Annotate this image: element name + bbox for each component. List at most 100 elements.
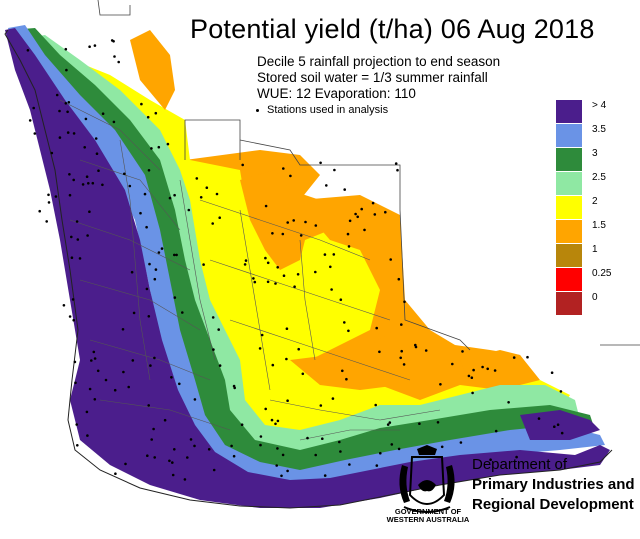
station-dot (402, 363, 406, 366)
station-dot (168, 459, 171, 463)
station-dot (271, 363, 275, 367)
station-dot (375, 464, 379, 467)
station-dot (202, 263, 205, 266)
station-dot (280, 474, 283, 478)
station-dot (104, 378, 108, 382)
station-dot (378, 350, 381, 354)
station-dot (507, 401, 510, 404)
station-dot (85, 410, 89, 414)
station-dot (66, 110, 69, 114)
station-dot (314, 270, 317, 274)
station-dot (400, 349, 404, 353)
legend-swatch-3 (556, 148, 582, 172)
station-dot (154, 111, 158, 115)
station-dot (171, 473, 175, 477)
station-dot (75, 220, 79, 223)
station-dot (150, 438, 153, 441)
station-dot (131, 359, 135, 362)
station-dot (274, 282, 277, 285)
station-dot (112, 120, 116, 124)
station-dot (217, 328, 220, 331)
station-dot (253, 280, 257, 284)
station-dot (146, 454, 149, 458)
station-dot (400, 323, 403, 326)
station-dot (173, 193, 176, 197)
station-dot (556, 423, 560, 427)
station-dot (68, 315, 72, 318)
station-dot (132, 311, 136, 315)
station-dot (354, 212, 357, 216)
station-dot (33, 132, 37, 135)
station-dot (153, 356, 156, 360)
station-dot (68, 193, 72, 197)
station-dot (160, 247, 164, 250)
station-dot (321, 437, 324, 441)
station-dot (264, 407, 268, 411)
station-dot (86, 234, 89, 237)
station-dot (388, 421, 392, 424)
station-dot (343, 188, 347, 191)
station-dot (232, 384, 236, 388)
station-dot (92, 350, 96, 354)
station-dot (45, 220, 48, 223)
station-dot (147, 315, 151, 318)
government-label: GOVERNMENT OF WESTERN AUSTRALIA (386, 507, 470, 524)
station-dot (560, 431, 564, 435)
station-dot (96, 369, 100, 373)
station-dot (296, 273, 300, 276)
station-dot (360, 207, 364, 211)
station-dot (65, 68, 68, 72)
station-dot (276, 266, 280, 269)
station-dot (481, 365, 484, 369)
station-dot (91, 181, 95, 185)
station-dot (286, 221, 290, 224)
station-dot (64, 102, 68, 105)
station-dot (373, 213, 377, 216)
station-dot (88, 210, 91, 213)
station-dot (127, 385, 130, 389)
station-dot (101, 112, 105, 115)
station-dot (218, 364, 222, 367)
station-dot (489, 458, 492, 462)
station-dot (54, 195, 58, 198)
department-line-2: Primary Industries and (472, 476, 635, 493)
station-dot (168, 196, 172, 200)
station-dot (86, 434, 89, 437)
station-dot (175, 253, 178, 257)
station-dot (297, 347, 301, 351)
station-dot (386, 423, 390, 426)
station-dot (346, 232, 350, 236)
station-dot (150, 147, 153, 150)
station-dot (339, 450, 342, 453)
station-dot (181, 311, 184, 314)
station-dot (143, 192, 147, 196)
station-dot (384, 210, 387, 214)
station-dot (78, 257, 82, 260)
station-dot (55, 93, 59, 97)
station-dot (424, 349, 428, 352)
station-dot (72, 318, 75, 322)
station-dot (68, 173, 71, 176)
station-dot (314, 453, 318, 457)
station-dot (304, 220, 307, 224)
station-dot (471, 391, 474, 395)
station-dot (101, 183, 104, 187)
station-dot (47, 193, 50, 197)
legend-swatch-2-5 (556, 172, 582, 196)
station-dot (244, 259, 248, 262)
station-dot (281, 453, 285, 457)
station-dot (122, 370, 125, 374)
legend-label-over-4: > 4 (592, 100, 607, 111)
station-dot (266, 261, 270, 265)
station-dot (323, 474, 327, 477)
station-dot (114, 472, 117, 476)
station-dot (212, 348, 215, 351)
station-dot (332, 253, 336, 256)
station-dot (325, 184, 328, 187)
station-dot (494, 429, 498, 433)
station-dot (139, 211, 142, 215)
station-dot (301, 372, 305, 376)
region-outline (97, 0, 640, 351)
department-name: Department of Primary Industries and Reg… (472, 455, 635, 515)
station-dot (66, 131, 70, 134)
